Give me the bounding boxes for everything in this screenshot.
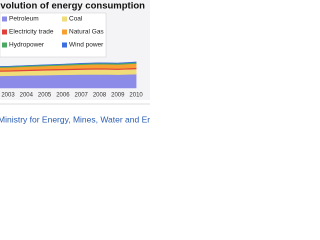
x-tick-label: 2006 bbox=[56, 93, 70, 99]
legend-label: Wind power bbox=[69, 42, 104, 49]
legend-swatch bbox=[62, 29, 67, 35]
chart: Evolution of energy consumption Ministry… bbox=[0, 0, 150, 124]
legend-box bbox=[0, 12, 107, 58]
legend-swatch bbox=[2, 42, 7, 48]
source-note: Ministry for Energy, Mines, Water and En… bbox=[0, 114, 150, 124]
area bbox=[0, 61, 137, 67]
legend-label: Electricity trade bbox=[9, 29, 54, 36]
x-tick-label: 2010 bbox=[129, 93, 143, 99]
x-tick-label: 2005 bbox=[38, 93, 52, 99]
x-tick-label: 2004 bbox=[20, 93, 34, 99]
legend-label: Hydropower bbox=[9, 42, 45, 49]
x-tick-label: 2009 bbox=[111, 93, 125, 99]
legend-swatch bbox=[62, 42, 67, 48]
legend-swatch bbox=[2, 29, 7, 35]
legend-swatch bbox=[2, 16, 7, 22]
x-tick-label: 2003 bbox=[1, 93, 15, 99]
areas bbox=[0, 61, 137, 89]
area bbox=[0, 73, 137, 89]
x-tick-label: 2008 bbox=[93, 93, 107, 99]
legend-swatch bbox=[62, 16, 67, 22]
chart-title: Evolution of energy consumption bbox=[0, 1, 145, 12]
x-tick-label: 2007 bbox=[75, 93, 89, 99]
legend-label: Natural Gas bbox=[69, 29, 104, 36]
legend-label: Coal bbox=[69, 16, 83, 23]
page: Evolution of energy consumption Ministry… bbox=[0, 0, 150, 150]
legend-label: Petroleum bbox=[9, 16, 39, 23]
